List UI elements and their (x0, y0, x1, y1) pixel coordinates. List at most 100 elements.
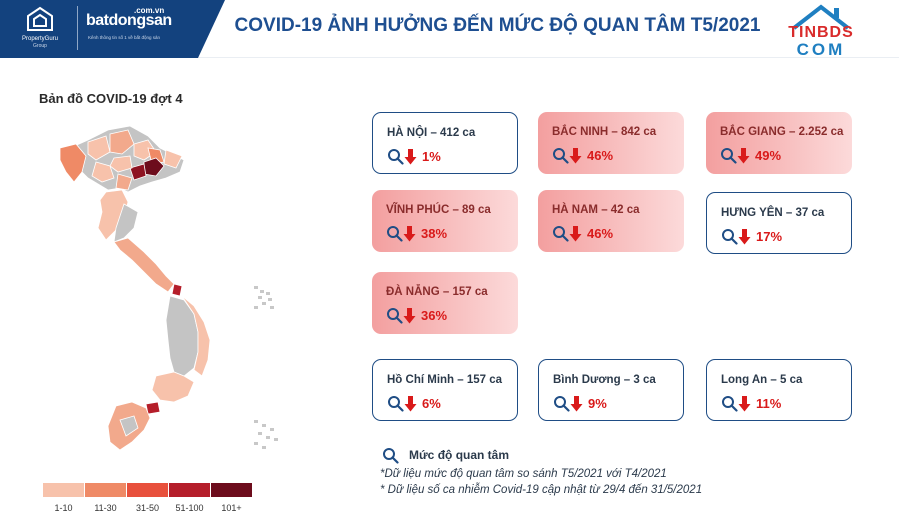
house-roof-icon (792, 4, 850, 30)
propertyguru-group-text: Group (33, 43, 47, 49)
footnote-interest: *Dữ liệu mức độ quan tâm so sánh T5/2021… (380, 468, 667, 480)
legend-item: 11-30 (85, 483, 126, 513)
interest-change: 11% (721, 394, 781, 412)
legend-label: 11-30 (94, 503, 117, 513)
province-cases: ĐÀ NẴNG – 157 ca (386, 286, 488, 298)
map-island-dots (254, 286, 278, 449)
legend-label: 51-100 (175, 503, 204, 513)
interest-change-value: 6% (422, 395, 441, 411)
province-cases: Bình Dương – 3 ca (553, 374, 656, 386)
interest-change: 49% (720, 146, 781, 164)
magnifier-icon (722, 395, 738, 412)
legend-swatch (43, 483, 84, 497)
map-central-strip (113, 237, 175, 293)
brand-banner: PropertyGuru Group .com.vn batdongsan Kê… (0, 0, 225, 58)
arrow-down-icon (570, 395, 583, 411)
magnifier-icon (722, 228, 738, 245)
map-north-central (97, 189, 129, 241)
arrow-down-icon (569, 147, 582, 163)
legend-label: 31-50 (135, 503, 160, 513)
map-mekong-b (119, 415, 139, 437)
magnifier-icon (553, 225, 569, 242)
arrow-down-icon (738, 395, 751, 411)
map-north-b (109, 129, 135, 155)
magnifier-icon (387, 307, 403, 324)
magnifier-icon (553, 147, 569, 164)
legend-item: 101+ (211, 483, 252, 513)
interest-change: 9% (553, 394, 607, 412)
province-cases: VĨNH PHÚC – 89 ca (386, 204, 491, 216)
stat-card: HÀ NỘI – 412 ca 1% (372, 112, 518, 174)
tinbds-logo-line1: TINBDS (788, 24, 854, 41)
legend-label: 1-10 (54, 503, 73, 513)
legend-label: 101+ (221, 503, 242, 513)
footnote-cases: * Dữ liệu số ca nhiễm Covid-19 cập nhật … (380, 484, 703, 496)
stat-card: BẮC NINH – 842 ca 46% (538, 112, 684, 174)
province-cases: Long An – 5 ca (721, 374, 803, 386)
map-da-nang (171, 283, 183, 297)
stat-card: Hồ Chí Minh – 157 ca 6% (372, 359, 518, 421)
interest-change-value: 46% (587, 225, 614, 241)
stat-card: HÀ NAM – 42 ca 46% (538, 190, 684, 252)
magnifier-icon (554, 395, 570, 412)
propertyguru-logo-icon (27, 6, 53, 31)
legend-swatch (127, 483, 168, 497)
map-coast-south-central (181, 295, 211, 377)
legend-item: 1-10 (43, 483, 84, 513)
interest-change: 38% (386, 224, 447, 242)
legend-item: 51-100 (169, 483, 210, 513)
stat-card: ĐÀ NẴNG – 157 ca 36% (372, 272, 518, 334)
interest-change-value: 36% (421, 307, 448, 323)
map-north-e (109, 155, 133, 173)
map-north-f (91, 161, 115, 183)
arrow-down-icon (737, 147, 750, 163)
province-cases: Hồ Chí Minh – 157 ca (387, 374, 503, 386)
interest-change-value: 11% (756, 395, 782, 411)
arrow-down-icon (738, 228, 751, 244)
province-cases: HÀ NỘI – 412 ca (387, 127, 476, 139)
interest-change-value: 38% (421, 225, 448, 241)
page-title: COVID-19 ẢNH HƯỞNG ĐẾN MỨC ĐỘ QUAN TÂM T… (234, 15, 761, 36)
legend-swatch (169, 483, 210, 497)
interest-change: 17% (721, 227, 782, 245)
interest-change: 6% (387, 394, 441, 412)
magnifier-icon (387, 225, 403, 242)
interest-change-value: 46% (587, 147, 614, 163)
tinbds-logo: TINBDS COM (786, 2, 856, 58)
arrow-down-icon (404, 395, 417, 411)
interest-change-value: 17% (756, 228, 783, 244)
map-north-a (87, 135, 111, 161)
stat-card: HƯNG YÊN – 37 ca 17% (706, 192, 852, 254)
magnifier-icon (383, 447, 399, 464)
magnifier-icon (388, 148, 404, 165)
interest-change-value: 9% (588, 395, 607, 411)
batdongsan-domain: .com.vn (134, 6, 165, 15)
arrow-down-icon (569, 225, 582, 241)
stat-card: BẮC GIANG – 2.252 ca 49% (706, 112, 852, 174)
interest-legend: Mức độ quan tâm (382, 446, 509, 464)
map-north-g (115, 173, 133, 191)
interest-change: 46% (552, 224, 613, 242)
map-north-central-b (113, 203, 139, 243)
logo-divider (77, 6, 78, 50)
batdongsan-logo-text: batdongsan (86, 12, 172, 29)
map-bac-ninh (129, 163, 147, 181)
magnifier-icon (721, 147, 737, 164)
header: PropertyGuru Group .com.vn batdongsan Kê… (0, 0, 899, 58)
interest-change-value: 49% (755, 147, 782, 163)
map-title: Bản đồ COVID-19 đợt 4 (39, 91, 183, 106)
map-legend: 1-10 11-30 31-50 51-100 101+ (43, 483, 255, 515)
province-cases: BẮC NINH – 842 ca (552, 126, 657, 138)
legend-item: 31-50 (127, 483, 168, 513)
map-north-h (163, 149, 183, 169)
stat-card: VĨNH PHÚC – 89 ca 38% (372, 190, 518, 252)
propertyguru-logo-text: PropertyGuru (21, 36, 58, 42)
arrow-down-icon (403, 307, 416, 323)
province-cases: HƯNG YÊN – 37 ca (721, 207, 825, 219)
map-northwest (59, 143, 87, 183)
arrow-down-icon (403, 225, 416, 241)
stat-card: Bình Dương – 3 ca 9% (538, 359, 684, 421)
province-cases: HÀ NAM – 42 ca (552, 204, 640, 216)
legend-swatch (85, 483, 126, 497)
stat-card: Long An – 5 ca 11% (706, 359, 852, 421)
